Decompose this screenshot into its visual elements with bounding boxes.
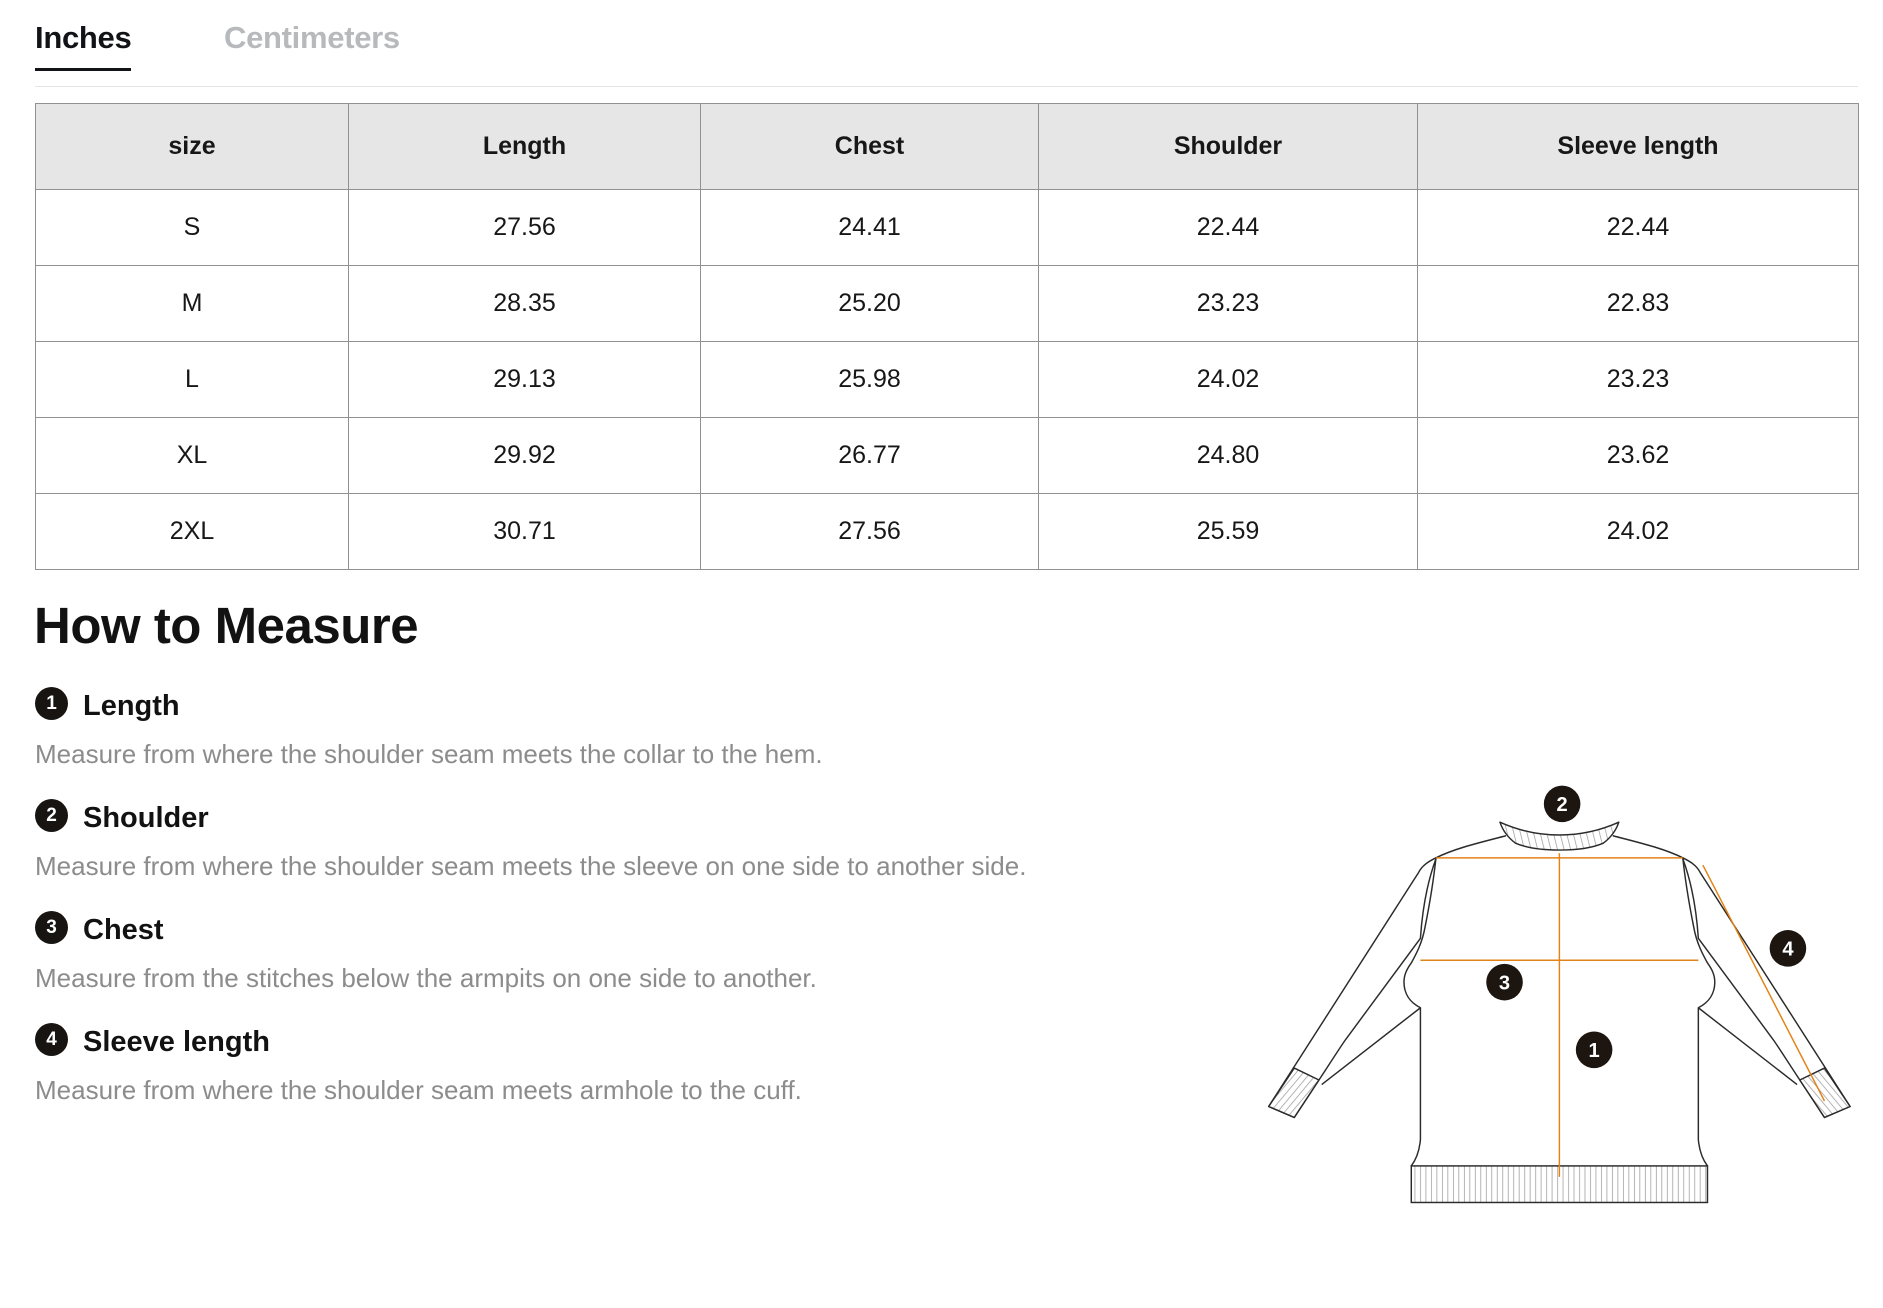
- svg-text:2: 2: [1557, 794, 1568, 816]
- svg-text:4: 4: [1782, 939, 1794, 961]
- svg-text:1: 1: [1589, 1040, 1600, 1062]
- svg-text:3: 3: [1499, 972, 1510, 994]
